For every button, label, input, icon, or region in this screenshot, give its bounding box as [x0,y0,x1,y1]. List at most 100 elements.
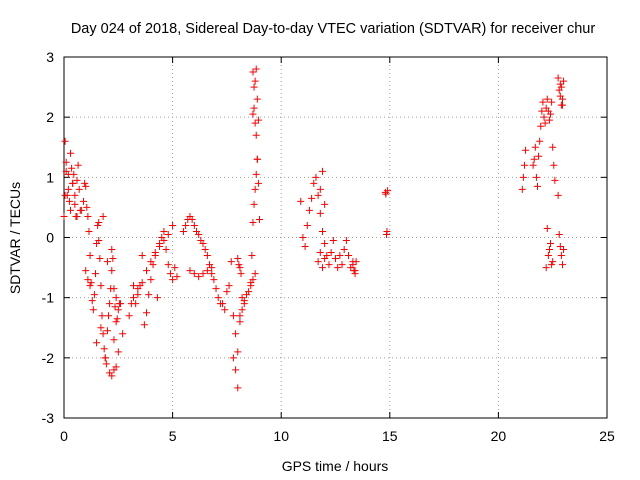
data-point [134,291,142,299]
data-point [103,327,111,335]
data-point [533,182,541,190]
data-point [345,252,353,260]
data-point [557,252,565,260]
y-tick-label: 3 [46,49,54,65]
data-point [223,288,231,296]
data-point [95,218,103,226]
data-point [97,282,105,290]
data-point [208,264,216,272]
data-point [251,119,259,127]
data-point [547,240,555,248]
data-point [255,215,263,223]
data-point [91,270,99,278]
data-point [81,179,89,187]
data-point [71,200,79,208]
data-point [219,300,227,308]
data-point [108,267,116,275]
data-point [99,330,107,338]
data-point [61,137,69,145]
data-point [88,297,96,305]
data-point [99,212,107,220]
data-point [316,249,324,257]
data-point [203,252,211,260]
data-point [132,300,140,308]
data-point [227,258,235,266]
data-point [85,227,93,235]
data-point [68,164,76,172]
data-point [112,363,120,371]
data-point [160,227,168,235]
data-point [530,155,538,163]
data-point [67,149,75,157]
data-point [221,306,229,314]
y-tick-label: 1 [46,169,54,185]
data-point [254,116,262,124]
data-point [522,146,530,154]
data-point [247,279,255,287]
data-point [548,261,556,269]
data-point [312,173,320,181]
data-point [199,240,207,248]
data-point [96,255,104,263]
data-point [62,158,70,166]
data-point [73,212,81,220]
data-point [100,345,108,353]
data-point [556,92,564,100]
data-point [111,303,119,311]
data-point [248,252,256,260]
data-point [301,243,309,251]
data-point [541,119,549,127]
data-point [334,264,342,272]
data-point [238,306,246,314]
data-point [235,261,243,269]
y-axis-label: SDTVAR / TECUs [7,182,23,294]
data-point [125,312,133,320]
data-point [147,276,155,284]
data-point [253,95,261,103]
data-point [114,348,122,356]
data-point [544,252,552,260]
data-point [529,161,537,169]
data-point [86,252,94,260]
data-point [130,282,138,290]
data-point [225,282,233,290]
y-tick-labels: -3 -2 -1 0 1 2 3 [42,49,55,426]
data-point [73,176,81,184]
data-point [70,170,78,178]
data-point [550,161,558,169]
data-point [318,264,326,272]
data-point [166,270,174,278]
data-point [560,77,568,85]
data-point [106,300,114,308]
data-point [80,197,88,205]
data-point [87,279,95,287]
data-point [352,258,360,266]
data-point [560,246,568,254]
axis-ticks [63,56,608,419]
plot-frame [63,56,608,419]
data-point [93,339,101,347]
data-point [545,116,553,124]
data-point [548,98,556,106]
data-point [318,227,326,235]
data-point [186,267,194,275]
data-point [308,194,316,202]
data-point [130,294,138,302]
data-point [64,185,72,193]
data-point [253,155,261,163]
data-point [245,288,253,296]
data-point [109,255,117,263]
data-point [145,291,153,299]
data-point [349,261,357,269]
data-point [84,212,92,220]
grid [64,57,607,418]
y-tick-label: 2 [46,109,54,125]
data-point [169,276,177,284]
data-point [105,312,113,320]
data-point [251,185,259,193]
data-point [190,221,198,229]
data-point [557,83,565,91]
data-point [325,261,333,269]
data-point [103,258,111,266]
data-point [234,348,242,356]
